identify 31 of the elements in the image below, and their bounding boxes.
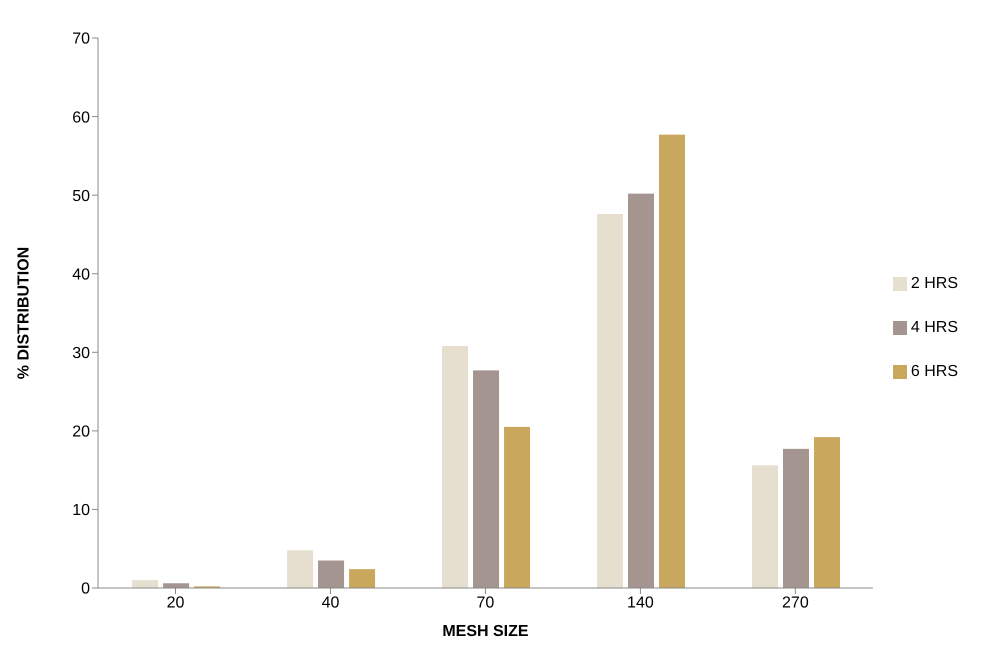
legend-label: 6 HRS xyxy=(910,363,958,380)
x-tick-label: 270 xyxy=(782,594,809,612)
bar xyxy=(782,448,809,588)
y-tick-label: 50 xyxy=(72,188,90,205)
y-tick-label: 40 xyxy=(72,266,90,284)
bar xyxy=(349,569,376,588)
legend-label: 2 HRS xyxy=(910,275,958,292)
y-tick-label: 20 xyxy=(72,424,90,441)
y-tick-label: 60 xyxy=(72,109,90,126)
bar xyxy=(473,370,500,588)
bar xyxy=(132,580,158,588)
bar xyxy=(318,560,344,588)
bar xyxy=(628,194,654,588)
bar xyxy=(287,550,314,588)
bar xyxy=(442,346,468,588)
y-axis-title: % DISTRIBUTION xyxy=(16,246,33,380)
legend-label: 4 HRS xyxy=(910,319,958,336)
x-tick-label: 70 xyxy=(476,594,494,612)
bar xyxy=(814,437,840,588)
bar xyxy=(752,465,778,588)
bar xyxy=(597,214,624,588)
x-tick-label: 20 xyxy=(166,594,184,612)
bar xyxy=(659,134,686,588)
y-tick-label: 0 xyxy=(81,580,90,598)
x-tick-label: 140 xyxy=(627,594,654,612)
x-tick-label: 40 xyxy=(322,594,340,612)
y-tick-label: 30 xyxy=(72,344,90,362)
bar xyxy=(504,426,530,588)
y-tick-label: 70 xyxy=(72,30,90,48)
x-axis-title: MESH SIZE xyxy=(442,623,529,640)
y-tick-label: 10 xyxy=(72,502,90,520)
